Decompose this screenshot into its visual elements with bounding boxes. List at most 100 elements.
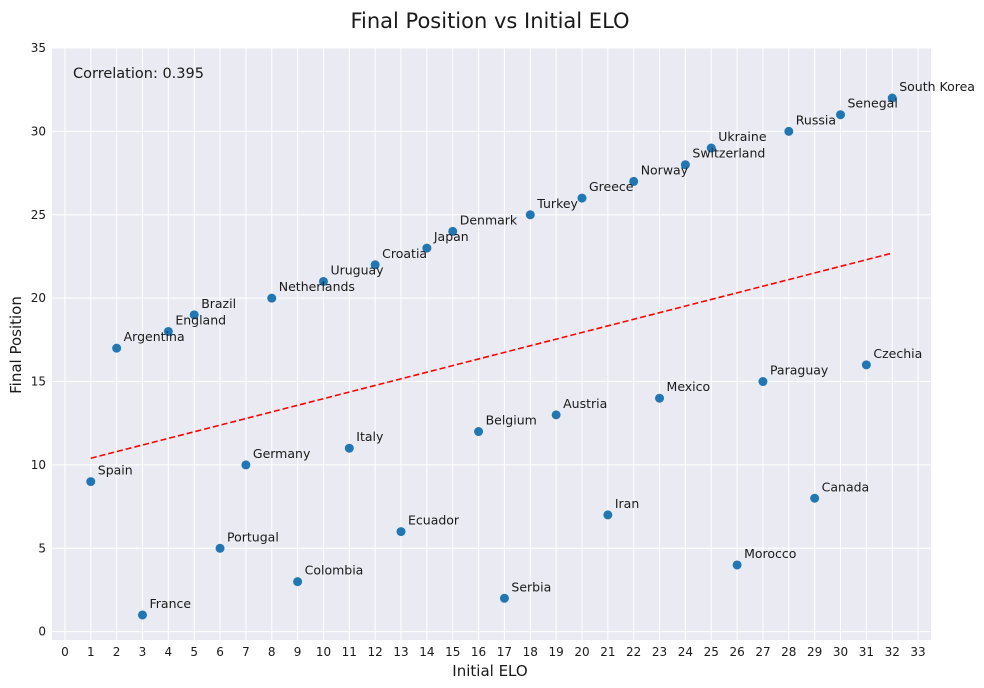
point-label: Spain [98, 463, 133, 478]
x-tick-label: 16 [471, 645, 486, 659]
point-label: Ukraine [718, 129, 767, 144]
data-point [836, 110, 845, 119]
data-point [397, 527, 406, 536]
y-axis-ticks: 0 5 10 15 20 25 30 35 [31, 41, 46, 639]
x-tick-label: 4 [165, 645, 173, 659]
data-point [758, 377, 767, 386]
x-tick-label: 10 [316, 645, 331, 659]
y-tick-label: 10 [31, 458, 46, 472]
x-tick-label: 17 [497, 645, 512, 659]
x-tick-label: 25 [704, 645, 719, 659]
y-tick-label: 35 [31, 41, 46, 55]
x-tick-label: 7 [242, 645, 250, 659]
data-point [810, 494, 819, 503]
x-tick-label: 9 [294, 645, 302, 659]
x-tick-label: 22 [626, 645, 641, 659]
x-tick-label: 26 [729, 645, 744, 659]
point-label: Switzerland [692, 146, 765, 161]
x-tick-label: 1 [87, 645, 95, 659]
x-tick-label: 31 [859, 645, 874, 659]
y-tick-label: 30 [31, 124, 46, 138]
point-label: Portugal [227, 529, 279, 544]
point-label: France [149, 596, 191, 611]
data-point [216, 544, 225, 553]
point-label: Brazil [201, 296, 236, 311]
point-label: Austria [563, 396, 607, 411]
y-tick-label: 15 [31, 375, 46, 389]
data-point [862, 360, 871, 369]
x-tick-label: 20 [574, 645, 589, 659]
point-label: South Korea [899, 79, 975, 94]
x-tick-label: 2 [113, 645, 121, 659]
x-tick-label: 0 [61, 645, 69, 659]
point-label: Czechia [873, 346, 922, 361]
point-label: England [175, 312, 226, 327]
x-axis-ticks: 0 1 2 3 4 5 6 7 8 9 10 11 12 13 14 15 16 17 18 19 20 21 22 23 24… [61, 645, 926, 659]
x-tick-label: 23 [652, 645, 667, 659]
x-tick-label: 8 [268, 645, 276, 659]
x-tick-label: 32 [885, 645, 900, 659]
x-tick-label: 13 [393, 645, 408, 659]
data-point [293, 577, 302, 586]
x-tick-label: 33 [910, 645, 925, 659]
x-tick-label: 12 [368, 645, 383, 659]
x-tick-label: 6 [216, 645, 224, 659]
x-tick-label: 28 [781, 645, 796, 659]
point-label: Russia [796, 112, 836, 127]
point-label: Senegal [848, 96, 898, 111]
x-tick-label: 5 [190, 645, 198, 659]
y-tick-label: 5 [38, 541, 46, 555]
point-label: Greece [589, 179, 634, 194]
data-point [267, 294, 276, 303]
data-point [526, 210, 535, 219]
data-point [345, 444, 354, 453]
x-tick-label: 14 [419, 645, 434, 659]
point-label: Norway [641, 162, 689, 177]
data-point [500, 594, 509, 603]
point-label: Ecuador [408, 513, 460, 528]
point-label: Germany [253, 446, 311, 461]
data-point [577, 194, 586, 203]
x-tick-label: 18 [523, 645, 538, 659]
point-label: Serbia [511, 579, 551, 594]
x-tick-label: 24 [678, 645, 693, 659]
x-tick-label: 19 [548, 645, 563, 659]
data-point [86, 477, 95, 486]
y-tick-label: 25 [31, 208, 46, 222]
x-tick-label: 3 [139, 645, 147, 659]
correlation-annotation: Correlation: 0.395 [73, 66, 204, 82]
y-tick-label: 20 [31, 291, 46, 305]
y-axis-label: Final Position [7, 296, 25, 394]
point-label: Iran [615, 496, 639, 511]
point-label: Japan [433, 229, 469, 244]
data-point [655, 394, 664, 403]
data-point [733, 560, 742, 569]
point-label: Colombia [305, 563, 364, 578]
point-label: Denmark [460, 212, 518, 227]
data-point [474, 427, 483, 436]
data-point [603, 510, 612, 519]
data-point [112, 344, 121, 353]
chart-title: Final Position vs Initial ELO [350, 9, 629, 33]
x-tick-label: 29 [807, 645, 822, 659]
point-label: Uruguay [330, 262, 384, 277]
point-label: Croatia [382, 246, 427, 261]
point-label: Turkey [536, 196, 578, 211]
point-label: Mexico [667, 379, 711, 394]
x-tick-label: 27 [755, 645, 770, 659]
data-point [552, 410, 561, 419]
x-axis-label: Initial ELO [452, 662, 527, 680]
point-label: Belgium [486, 413, 537, 428]
point-label: Canada [822, 479, 870, 494]
point-label: Paraguay [770, 363, 829, 378]
x-tick-label: 30 [833, 645, 848, 659]
point-label: Netherlands [279, 279, 355, 294]
point-label: Morocco [744, 546, 796, 561]
point-label: Argentina [124, 329, 185, 344]
data-point [241, 460, 250, 469]
x-tick-label: 15 [445, 645, 460, 659]
point-label: Italy [356, 429, 384, 444]
x-tick-label: 11 [342, 645, 357, 659]
data-point [784, 127, 793, 136]
